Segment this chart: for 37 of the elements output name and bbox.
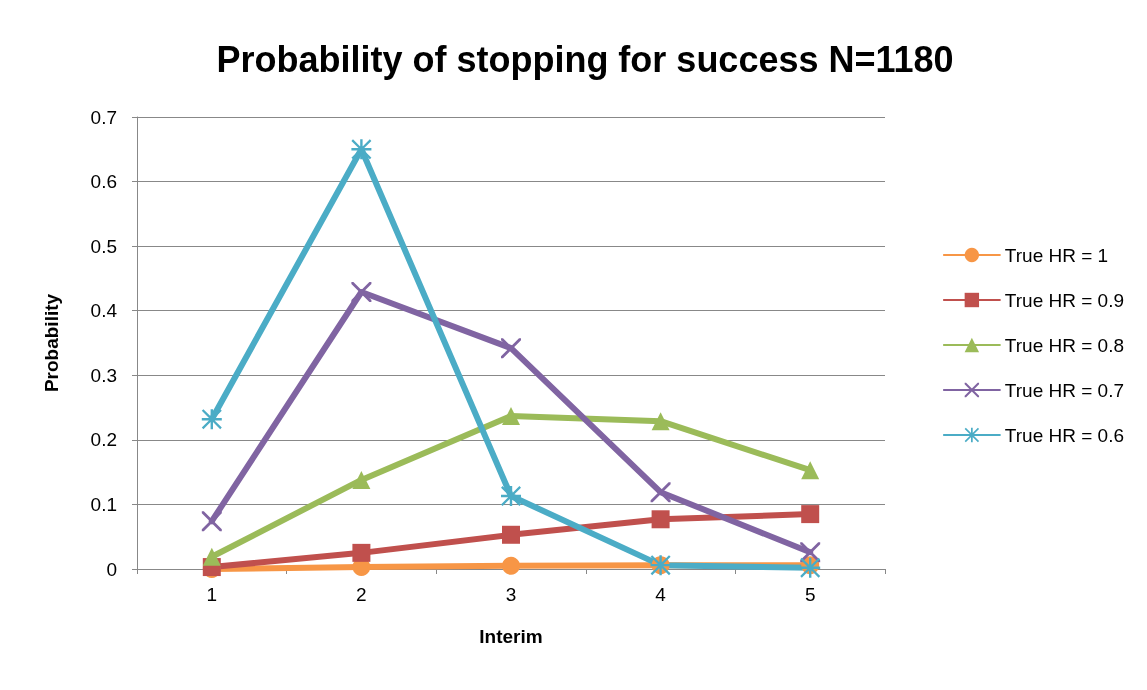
point [801, 461, 820, 480]
x-tick-label: 4 [655, 584, 667, 605]
point [501, 338, 521, 359]
point [201, 409, 222, 430]
y-tick-label: 0.7 [90, 106, 117, 128]
point [202, 547, 221, 566]
point [351, 281, 372, 302]
legend-label: True HR = 0.9 [1004, 289, 1125, 311]
point [502, 525, 520, 544]
x-tick-label: 2 [356, 584, 367, 605]
point [502, 406, 520, 425]
point [352, 470, 371, 489]
x-tick-label: 1 [206, 584, 218, 605]
legend-label: True HR = 1 [1004, 244, 1109, 266]
y-tick-label: 0.3 [90, 364, 117, 386]
point [201, 511, 222, 532]
x-tick-label: 5 [804, 584, 816, 605]
y-tick-label: 0.2 [90, 429, 117, 451]
point [801, 505, 820, 524]
point [651, 510, 670, 529]
legend-label: True HR = 0.7 [1004, 379, 1125, 401]
point [650, 482, 671, 503]
chart-title: Probability of stopping for success N=1180 [216, 38, 954, 80]
point [502, 556, 520, 575]
y-axis-title: Probability [41, 293, 62, 393]
legend-label: True HR = 0.8 [1004, 334, 1125, 356]
y-tick-label: 0.4 [90, 300, 118, 322]
point [352, 543, 371, 562]
x-axis-title: Interim [479, 626, 543, 647]
y-tick-label: 0 [106, 558, 117, 580]
x-tick-label: 3 [505, 584, 517, 605]
y-tick-label: 0.1 [90, 493, 117, 515]
legend-label: True HR = 0.6 [1004, 424, 1125, 446]
y-tick-label: 0.5 [90, 235, 117, 257]
point [351, 139, 372, 160]
y-tick-label: 0.6 [90, 171, 117, 193]
point [651, 412, 670, 431]
